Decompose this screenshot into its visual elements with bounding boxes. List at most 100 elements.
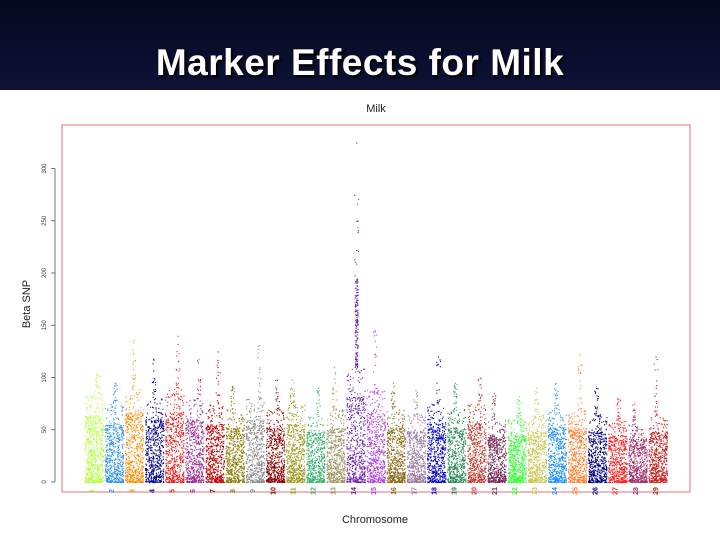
- chromosome-label-13: 13: [331, 487, 338, 495]
- y-tick-label: 300: [42, 163, 48, 174]
- chromosome-label-4: 4: [150, 489, 157, 493]
- x-axis-labels: 1 2 3 4 5 6 7 8 9 10 11 12 13 14 15 16 17 18 19 20 21 22 23 24 2…: [89, 487, 660, 495]
- x-axis-title: Chromosome: [342, 514, 408, 526]
- chromosome-label-25: 25: [572, 487, 579, 495]
- y-axis-title: Beta SNP: [21, 280, 33, 328]
- chromosome-9-markers: [245, 345, 266, 484]
- chromosome-label-23: 23: [532, 487, 539, 495]
- chromosome-11-points: [286, 379, 306, 484]
- y-tick-label: 200: [42, 267, 48, 278]
- chromosome-25-points: [567, 354, 588, 484]
- chromosome-9-points: [245, 345, 266, 484]
- chromosome-label-27: 27: [613, 487, 620, 495]
- chromosome-label-10: 10: [270, 487, 277, 495]
- chromosome-20-markers: [467, 377, 487, 484]
- chromosome-1-markers: [84, 373, 105, 484]
- chromosome-2-markers: [104, 382, 125, 484]
- chromosome-7-points: [205, 351, 225, 484]
- y-tick-label: 150: [42, 320, 48, 331]
- plot-frame: [61, 124, 691, 493]
- slide-title: Marker Effects for Milk: [155, 42, 565, 83]
- chromosome-18-points: [426, 356, 447, 484]
- chromosome-label-18: 18: [431, 487, 438, 495]
- chromosome-label-1: 1: [89, 489, 96, 493]
- chromosome-1-points: [84, 373, 105, 484]
- chromosome-16-points: [386, 382, 406, 484]
- chromosome-label-28: 28: [633, 487, 640, 495]
- chromosome-label-9: 9: [250, 489, 257, 493]
- chromosome-label-24: 24: [552, 487, 559, 495]
- chromosome-label-26: 26: [593, 487, 600, 495]
- chromosome-7-markers: [205, 351, 225, 484]
- chromosome-24-markers: [547, 382, 568, 484]
- chromosome-28-points: [628, 403, 648, 484]
- chromosome-14-markers: [346, 142, 366, 484]
- chromosome-label-29: 29: [653, 487, 660, 495]
- chromosome-8-markers: [225, 385, 246, 484]
- chromosome-label-3: 3: [129, 489, 136, 493]
- chromosome-29-markers: [648, 356, 668, 484]
- chromosome-2-points: [104, 382, 125, 484]
- chromosome-27-points: [608, 398, 628, 484]
- chromosome-26-points: [588, 387, 608, 484]
- chromosome-label-2: 2: [109, 489, 116, 493]
- y-tick-label: 100: [42, 372, 48, 383]
- chromosome-12-markers: [306, 387, 326, 484]
- chromosome-26-markers: [588, 387, 608, 484]
- chromosome-label-12: 12: [311, 487, 318, 495]
- y-tick-label: 0: [42, 480, 48, 484]
- chromosome-5-markers: [165, 335, 185, 484]
- chromosome-label-19: 19: [452, 487, 459, 495]
- chromosome-label-14: 14: [351, 487, 358, 495]
- chromosome-label-7: 7: [210, 489, 217, 493]
- chromosome-17-markers: [406, 390, 427, 484]
- chromosome-label-8: 8: [230, 489, 237, 493]
- slide-header: [0, 0, 720, 90]
- chromosome-3-points: [124, 339, 145, 484]
- chromosome-15-points: [366, 330, 387, 484]
- chromosome-20-points: [467, 377, 487, 484]
- chromosome-22-markers: [507, 396, 527, 484]
- chromosome-label-21: 21: [492, 487, 499, 495]
- chromosome-6-points: [185, 358, 205, 484]
- chromosome-12-points: [306, 387, 326, 484]
- chromosome-28-markers: [628, 403, 648, 484]
- chromosome-29-points: [648, 356, 668, 484]
- chromosome-label-6: 6: [190, 489, 197, 493]
- chromosome-27-markers: [608, 398, 628, 484]
- chromosome-17-points: [406, 390, 427, 484]
- chromosome-label-11: 11: [290, 487, 297, 495]
- chromosome-4-markers: [145, 358, 165, 484]
- chromosome-14-points: [346, 142, 366, 484]
- chromosome-21-points: [487, 393, 507, 484]
- chromosome-label-20: 20: [472, 487, 479, 495]
- chromosome-8-points: [225, 385, 246, 484]
- y-tick-label: 50: [42, 426, 48, 433]
- chromosome-label-16: 16: [391, 487, 398, 495]
- chromosome-10-markers: [265, 379, 286, 484]
- chromosome-4-points: [145, 358, 165, 484]
- chromosome-18-markers: [426, 356, 447, 484]
- y-tick-label: 250: [42, 215, 48, 226]
- chromosome-3-markers: [124, 339, 145, 484]
- chromosome-22-points: [507, 396, 527, 484]
- chromosome-5-points: [165, 335, 185, 484]
- chromosome-13-points: [326, 367, 346, 484]
- data-points: [84, 142, 668, 484]
- chromosome-21-markers: [487, 393, 507, 484]
- chromosome-label-5: 5: [170, 489, 177, 493]
- chromosome-19-markers: [447, 382, 467, 484]
- chromosome-10-points: [265, 379, 286, 484]
- chromosome-19-points: [447, 382, 467, 484]
- y-axis: 0 50 100 150 200 250 300: [42, 163, 56, 484]
- chromosome-23-markers: [527, 387, 548, 484]
- chromosome-15-markers: [366, 330, 387, 484]
- chromosome-label-22: 22: [512, 487, 519, 495]
- chromosome-24-points: [547, 382, 568, 484]
- chromosome-11-markers: [286, 379, 306, 484]
- chromosome-23-points: [527, 387, 548, 484]
- chromosome-16-markers: [386, 382, 406, 484]
- chromosome-label-17: 17: [411, 487, 418, 495]
- chromosome-label-15: 15: [371, 487, 378, 495]
